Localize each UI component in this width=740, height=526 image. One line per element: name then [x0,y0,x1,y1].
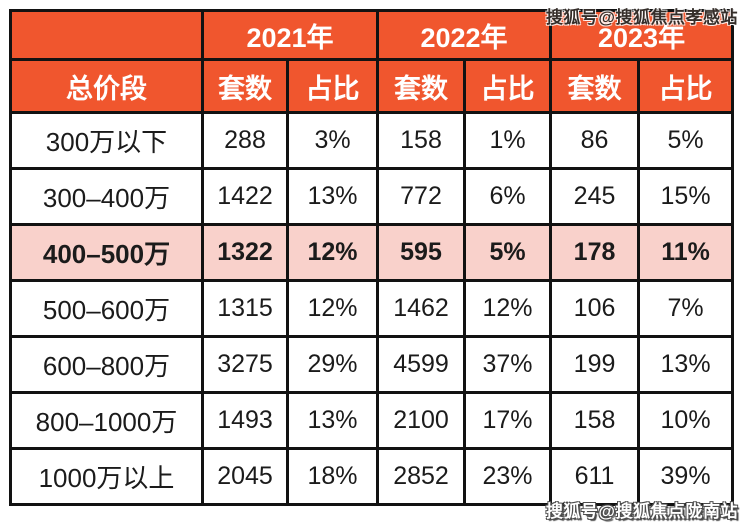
sub-header-share-2023: 占比 [637,58,735,114]
table-cell: 86 [549,111,641,170]
row-label: 600–800万 [9,335,204,394]
sub-header-units-2023: 套数 [549,58,641,114]
table-row: 500–600万 1315 12% 1462 12% 106 7% [9,279,735,338]
table-cell: 37% [463,335,553,394]
year-header-row: 2021年 2022年 2023年 [9,9,735,61]
row-header-label: 总价段 [9,58,204,114]
table-cell: 2852 [376,447,467,506]
table-cell: 158 [549,391,641,450]
table-cell: 158 [376,111,467,170]
table-cell: 15% [637,167,735,226]
table-cell: 17% [463,391,553,450]
row-label: 300万以下 [9,111,204,170]
year-header-2023: 2023年 [549,9,735,61]
table-cell: 245 [549,167,641,226]
table-cell: 199 [549,335,641,394]
table-row: 800–1000万 1493 13% 2100 17% 158 10% [9,391,735,450]
table-cell: 1422 [201,167,289,226]
table-cell: 10% [637,391,735,450]
table-cell: 1493 [201,391,289,450]
price-range-table: 2021年 2022年 2023年 总价段 套数 占比 套数 占比 套数 占比 … [9,9,735,506]
table-cell: 13% [637,335,735,394]
table-cell: 6% [463,167,553,226]
table-row: 300–400万 1422 13% 772 6% 245 15% [9,167,735,226]
row-label: 800–1000万 [9,391,204,450]
sub-header-row: 总价段 套数 占比 套数 占比 套数 占比 [9,58,735,114]
table-row: 600–800万 3275 29% 4599 37% 199 13% [9,335,735,394]
sub-header-units-2021: 套数 [201,58,289,114]
table-cell: 12% [463,279,553,338]
sub-header-share-2021: 占比 [285,58,380,114]
table-cell: 18% [285,447,380,506]
year-header-2022: 2022年 [376,9,553,61]
table-cell: 1315 [201,279,289,338]
table-cell: 23% [463,447,553,506]
table-cell: 288 [201,111,289,170]
sub-header-units-2022: 套数 [376,58,467,114]
table-cell: 3275 [201,335,289,394]
table-cell: 772 [376,167,467,226]
table-cell: 29% [285,335,380,394]
table-cell: 4599 [376,335,467,394]
table-cell: 1% [463,111,553,170]
table-cell: 11% [637,223,735,282]
table-cell: 2045 [201,447,289,506]
table-row: 300万以下 288 3% 158 1% 86 5% [9,111,735,170]
table-row-highlighted: 400–500万 1322 12% 595 5% 178 11% [9,223,735,282]
table-cell: 106 [549,279,641,338]
row-label: 400–500万 [9,223,204,282]
table-cell: 1462 [376,279,467,338]
table-cell: 12% [285,279,380,338]
table-cell: 5% [637,111,735,170]
table-cell: 13% [285,391,380,450]
sub-header-share-2022: 占比 [463,58,553,114]
table-cell: 178 [549,223,641,282]
table-cell: 39% [637,447,735,506]
corner-cell [9,9,204,61]
table-cell: 12% [285,223,380,282]
table-cell: 13% [285,167,380,226]
table-cell: 7% [637,279,735,338]
table-cell: 1322 [201,223,289,282]
row-label: 1000万以上 [9,447,204,506]
table-cell: 2100 [376,391,467,450]
table-row: 1000万以上 2045 18% 2852 23% 611 39% [9,447,735,506]
table-cell: 611 [549,447,641,506]
year-header-2021: 2021年 [200,9,380,61]
row-label: 300–400万 [9,167,204,226]
table-cell: 595 [376,223,467,282]
row-label: 500–600万 [9,279,204,338]
table-cell: 3% [285,111,380,170]
table-cell: 5% [463,223,553,282]
